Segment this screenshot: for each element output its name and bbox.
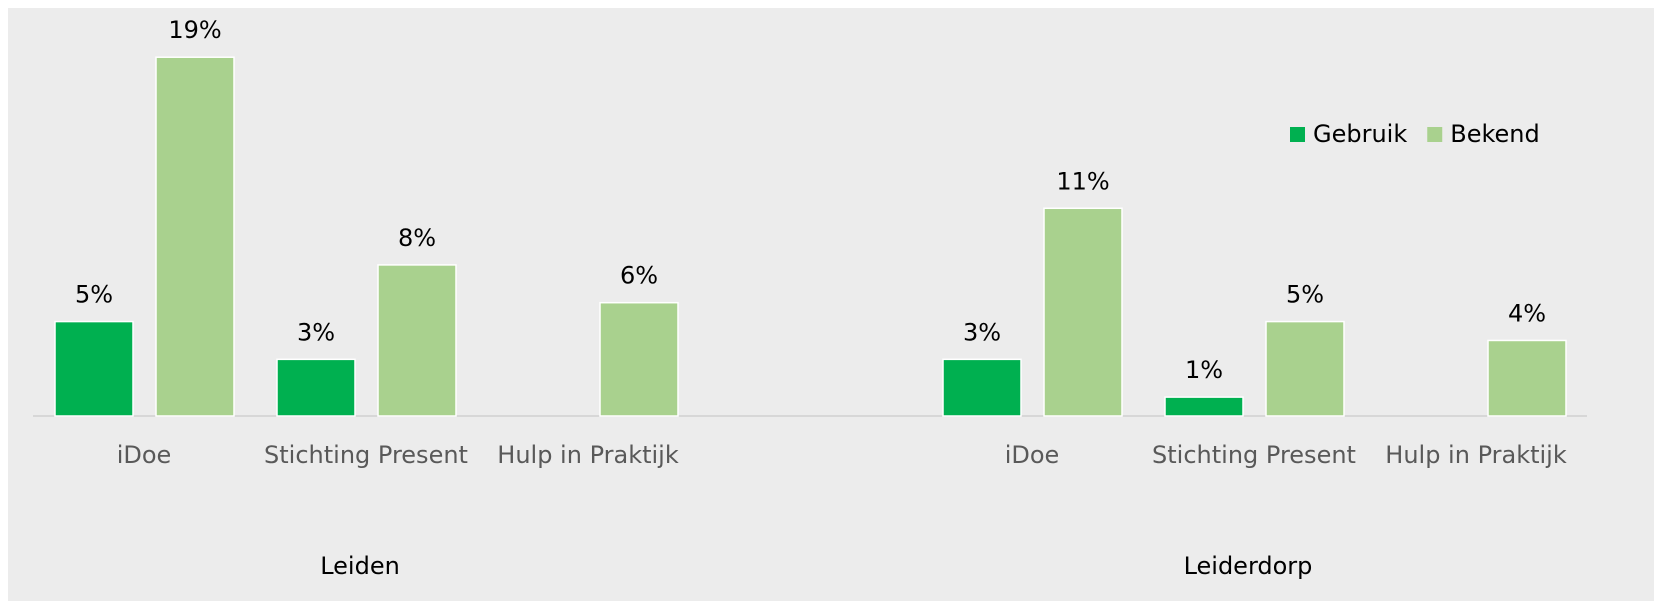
value-label: 5% bbox=[1286, 281, 1324, 309]
legend-swatch bbox=[1290, 127, 1305, 142]
x-tick-label: iDoe bbox=[1005, 441, 1060, 469]
bar bbox=[377, 264, 457, 417]
x-tick-label: Hulp in Praktijk bbox=[497, 441, 679, 469]
bar bbox=[1164, 396, 1244, 417]
x-tick-label: iDoe bbox=[117, 441, 172, 469]
value-label: 3% bbox=[963, 318, 1001, 346]
bar bbox=[1487, 339, 1567, 417]
value-label: 3% bbox=[297, 318, 335, 346]
value-label: 8% bbox=[398, 224, 436, 252]
bar bbox=[54, 320, 134, 417]
x-tick-label: Stichting Present bbox=[264, 441, 468, 469]
legend-label: Bekend bbox=[1450, 120, 1539, 148]
group-label: Leiden bbox=[320, 552, 400, 580]
value-label: 11% bbox=[1056, 167, 1109, 195]
value-label: 4% bbox=[1508, 299, 1546, 327]
value-label: 19% bbox=[168, 16, 221, 44]
bar bbox=[276, 358, 356, 417]
bar bbox=[155, 56, 235, 417]
legend-label: Gebruik bbox=[1313, 120, 1407, 148]
chart-background bbox=[8, 8, 1654, 601]
bar bbox=[599, 301, 679, 417]
legend-swatch bbox=[1427, 127, 1443, 142]
x-tick-label: Stichting Present bbox=[1152, 441, 1356, 469]
bar bbox=[1265, 320, 1345, 417]
value-label: 5% bbox=[75, 281, 113, 309]
value-label: 1% bbox=[1185, 356, 1223, 384]
bar bbox=[1043, 207, 1123, 417]
bar bbox=[942, 358, 1022, 417]
value-label: 6% bbox=[620, 262, 658, 290]
x-tick-label: Hulp in Praktijk bbox=[1385, 441, 1567, 469]
group-label: Leiderdorp bbox=[1184, 552, 1313, 580]
